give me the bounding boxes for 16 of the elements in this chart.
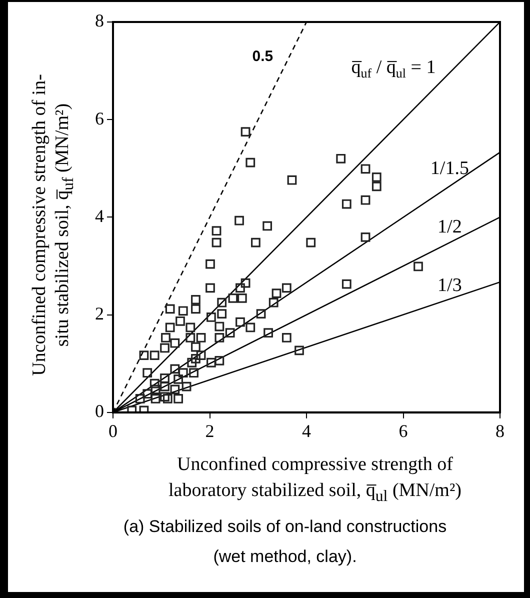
y-tick-label: 4 bbox=[95, 206, 104, 226]
series-label: 1/1.5 bbox=[430, 158, 469, 180]
y-tick-label: 2 bbox=[95, 304, 104, 324]
x-tick-label: 8 bbox=[496, 420, 504, 441]
y-tick-label: 8 bbox=[95, 10, 104, 31]
x-tick-label: 4 bbox=[302, 420, 311, 441]
series-label: 1/3 bbox=[438, 275, 462, 296]
x-axis-title: Unconfined compressive strength of laboratory stabilized soil, q̅$_{ul}$ (MN/m²) bbox=[168, 453, 462, 507]
text: (a) Stabilized soils of on-land constructions (wet method, clay). bbox=[122, 516, 448, 568]
x-tick-label: 6 bbox=[398, 420, 408, 441]
series-label: 1/2 bbox=[438, 216, 462, 238]
y-tick-label: 0 bbox=[95, 401, 104, 422]
y-tick-label: 6 bbox=[95, 108, 104, 128]
x-tick-label: 2 bbox=[205, 420, 214, 441]
series-label: 0.5 bbox=[252, 48, 274, 66]
x-tick-label: 0 bbox=[108, 420, 118, 441]
